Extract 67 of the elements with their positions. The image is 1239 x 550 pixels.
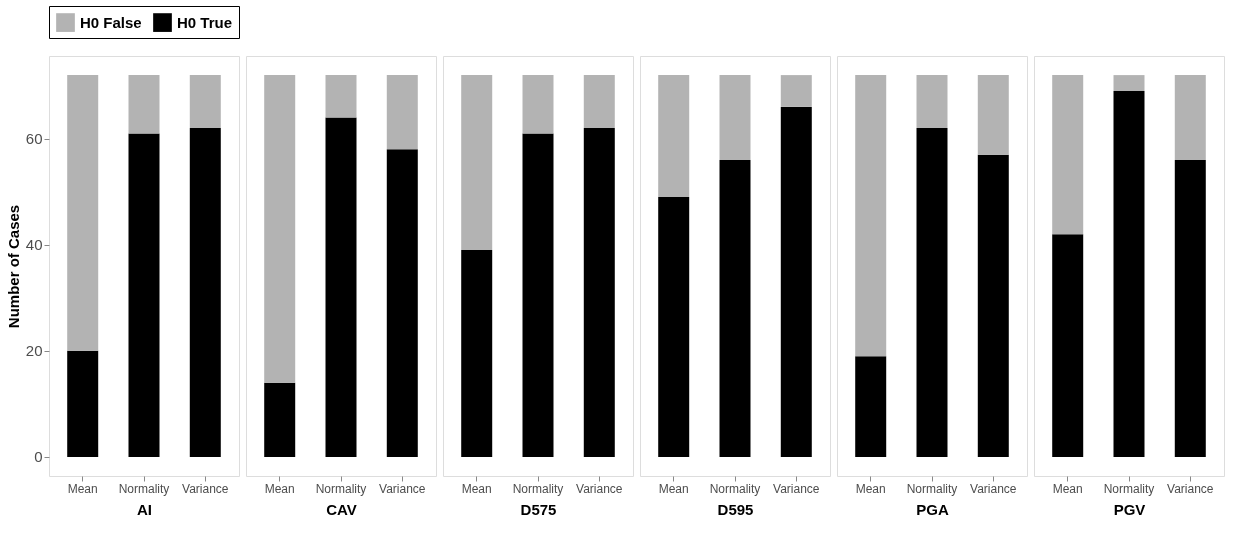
bar bbox=[67, 75, 99, 351]
bar bbox=[855, 356, 887, 457]
x-tick-label: Variance bbox=[576, 481, 623, 496]
x-tick-label: Mean bbox=[264, 481, 295, 496]
x-tick-label: Normality bbox=[118, 481, 170, 496]
bar bbox=[916, 75, 948, 129]
x-tick-label: Normality bbox=[315, 481, 367, 496]
x-tick-label: Variance bbox=[379, 481, 426, 496]
x-tick-label: Variance bbox=[970, 481, 1017, 496]
x-axis-title: PGA bbox=[916, 500, 949, 518]
bar bbox=[264, 75, 296, 383]
bar bbox=[1113, 75, 1145, 91]
bar bbox=[916, 128, 948, 457]
y-tick-label: 60 bbox=[25, 130, 43, 148]
bar bbox=[386, 75, 418, 150]
x-tick-label: Variance bbox=[182, 481, 229, 496]
x-tick-label: Mean bbox=[67, 481, 98, 496]
x-tick-label: Mean bbox=[855, 481, 886, 496]
bar bbox=[719, 75, 751, 160]
y-tick-label: 0 bbox=[34, 448, 43, 466]
bar bbox=[264, 382, 296, 457]
bar bbox=[658, 75, 690, 198]
x-tick-label: Mean bbox=[1052, 481, 1083, 496]
x-tick-label: Normality bbox=[906, 481, 958, 496]
y-tick-label: 20 bbox=[25, 342, 43, 360]
x-axis-title: PGV bbox=[1113, 500, 1146, 518]
bar bbox=[189, 128, 221, 457]
x-axis-title: CAV bbox=[326, 500, 357, 518]
x-tick-label: Normality bbox=[1103, 481, 1155, 496]
x-axis-title: AI bbox=[137, 500, 152, 518]
bar bbox=[1052, 234, 1084, 457]
bar bbox=[67, 350, 99, 457]
bar bbox=[325, 117, 357, 457]
x-tick-label: Mean bbox=[461, 481, 492, 496]
bar bbox=[780, 75, 812, 107]
bar bbox=[1052, 75, 1084, 235]
bar bbox=[522, 75, 554, 134]
x-axis-title: D575 bbox=[520, 500, 557, 518]
x-tick-label: Mean bbox=[658, 481, 689, 496]
y-axis-title: Number of Cases bbox=[4, 204, 22, 329]
bar bbox=[128, 75, 160, 134]
bar bbox=[977, 154, 1009, 457]
bar bbox=[128, 133, 160, 457]
x-axis-title: D595 bbox=[717, 500, 754, 518]
bar bbox=[583, 75, 615, 129]
legend-label: H0 False bbox=[80, 13, 142, 31]
bar bbox=[461, 250, 493, 457]
bar bbox=[855, 75, 887, 357]
bar bbox=[977, 75, 1009, 155]
bar bbox=[658, 197, 690, 457]
bar bbox=[522, 133, 554, 457]
bar bbox=[1174, 75, 1206, 160]
x-tick-label: Normality bbox=[709, 481, 761, 496]
bar bbox=[1174, 159, 1206, 457]
legend-label: H0 True bbox=[177, 13, 233, 31]
y-tick-label: 40 bbox=[25, 236, 43, 254]
bar bbox=[1113, 91, 1145, 457]
bar bbox=[780, 106, 812, 457]
x-tick-label: Variance bbox=[1167, 481, 1214, 496]
bar bbox=[583, 128, 615, 457]
bar bbox=[386, 149, 418, 457]
x-tick-label: Variance bbox=[773, 481, 820, 496]
bar bbox=[325, 75, 357, 118]
bar bbox=[461, 75, 493, 251]
bar bbox=[189, 75, 221, 129]
bar bbox=[719, 159, 751, 457]
x-tick-label: Normality bbox=[512, 481, 564, 496]
